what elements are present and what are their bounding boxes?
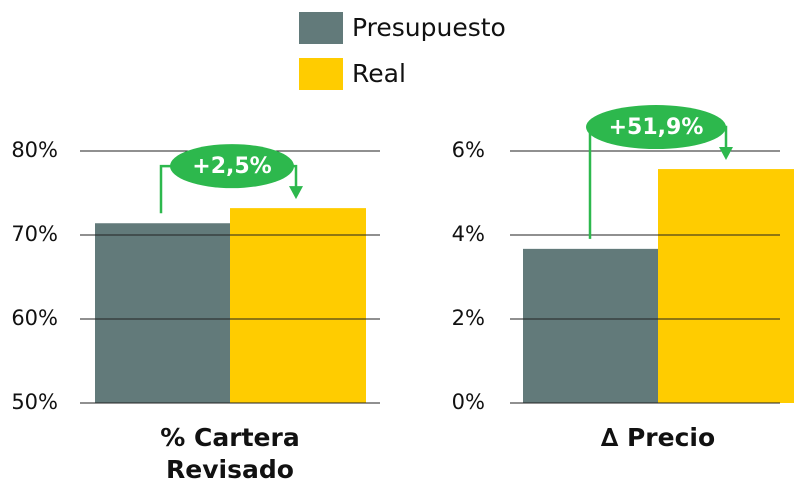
bar (95, 223, 230, 403)
annotation: +2,5% (192, 154, 271, 179)
legend-label: Real (352, 59, 406, 88)
y-tick-label: 80% (11, 138, 58, 162)
category-label: ∆ Precio (600, 423, 716, 452)
y-tick-label: 50% (11, 390, 58, 414)
y-tick-label: 6% (452, 138, 485, 162)
category-label: % Cartera Revisado (160, 423, 300, 484)
bar (658, 169, 794, 403)
y-tick-label: 0% (452, 390, 485, 414)
legend-label: Presupuesto (352, 13, 506, 42)
annotation-arrow (719, 147, 733, 161)
legend-swatch (299, 58, 343, 90)
annotation: +51,9% (609, 115, 704, 140)
bar (230, 208, 366, 403)
annotation-bubble (170, 144, 294, 189)
bar (523, 248, 658, 403)
y-tick-label: 4% (452, 222, 485, 246)
legend-swatch (299, 12, 343, 44)
y-tick-label: 60% (11, 306, 58, 330)
y-tick-label: 70% (11, 222, 58, 246)
y-tick-label: 2% (452, 306, 485, 330)
annotation-arrow (289, 186, 303, 200)
annotation-bubble (586, 105, 726, 150)
